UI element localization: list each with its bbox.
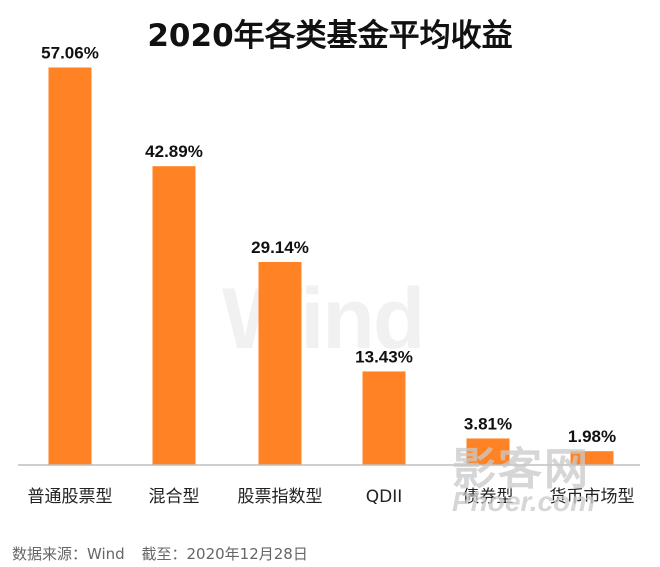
source-date: 截至：2020年12月28日 — [141, 545, 308, 563]
category-label-6: 货币市场型 — [550, 487, 635, 507]
source-label: 数据来源：Wind — [12, 545, 125, 563]
value-label-4: 13.43% — [355, 347, 413, 366]
bar-1 — [48, 67, 92, 466]
value-label-3: 29.14% — [251, 238, 309, 257]
category-label-5: 债券型 — [463, 487, 514, 507]
site-watermark-cn: 影客网 — [452, 445, 590, 494]
value-label-5: 3.81% — [464, 414, 512, 433]
value-label-2: 42.89% — [145, 142, 203, 161]
bar-5 — [466, 438, 510, 465]
bar-3 — [258, 261, 302, 465]
source-note: 数据来源：Wind 截至：2020年12月28日 — [12, 543, 308, 564]
chart-title: 2020年各类基金平均收益 — [147, 18, 513, 54]
category-label-1: 普通股票型 — [28, 487, 113, 507]
site-watermark-en: Phoer.com — [452, 486, 596, 517]
category-label-2: 混合型 — [149, 487, 200, 507]
category-label-3: 股票指数型 — [238, 487, 323, 507]
bar-2 — [152, 166, 196, 466]
bar-6 — [570, 451, 614, 465]
bars-group — [48, 67, 614, 466]
wind-watermark: Wind — [222, 271, 425, 367]
bar-4 — [362, 371, 406, 465]
category-label-4: QDII — [366, 487, 403, 507]
value-label-6: 1.98% — [568, 427, 616, 446]
labels-group: 57.06% 普通股票型 42.89% 混合型 29.14% 股票指数型 13.43% QDI… — [28, 43, 635, 507]
site-watermark: 影客网 Phoer.com — [452, 448, 595, 516]
value-label-1: 57.06% — [41, 43, 99, 62]
